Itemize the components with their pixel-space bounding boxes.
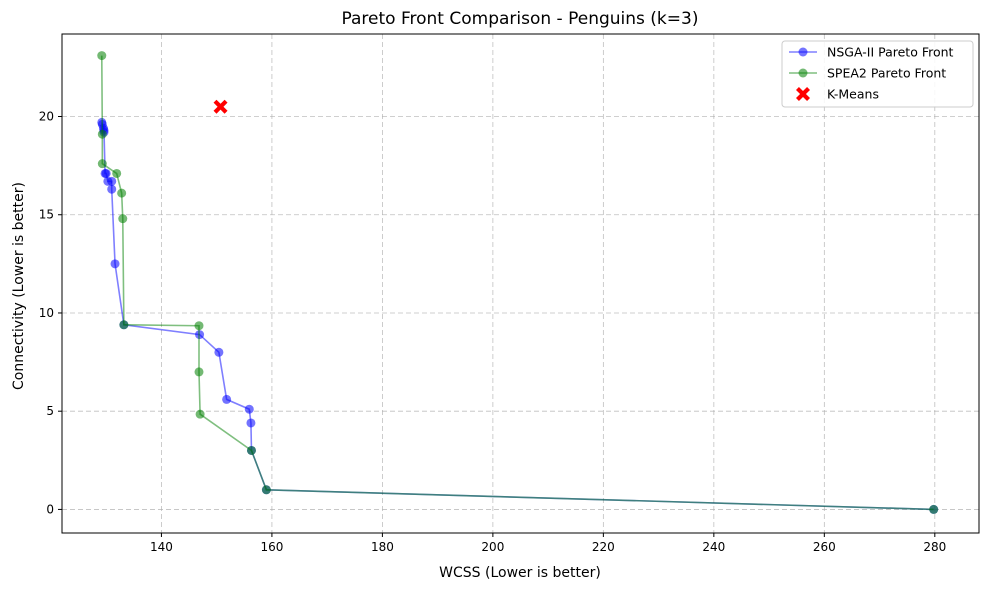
- series-point: [214, 347, 224, 357]
- series-point: [107, 176, 117, 186]
- series-point: [97, 159, 107, 169]
- legend-item: SPEA2 Pareto Front: [789, 66, 946, 81]
- series-point: [195, 409, 205, 419]
- series-point: [261, 485, 271, 495]
- legend-item: K-Means: [796, 87, 879, 102]
- series-point: [110, 259, 120, 269]
- plot-frame: [61, 33, 980, 534]
- series-point: [222, 394, 232, 404]
- legend-label: K-Means: [827, 87, 879, 102]
- series-point: [112, 168, 122, 178]
- legend-item: NSGA-II Pareto Front: [789, 45, 954, 60]
- x-tick-label: 240: [702, 540, 725, 554]
- x-tick-label: 200: [481, 540, 504, 554]
- series-point: [246, 445, 256, 455]
- legend-label: SPEA2 Pareto Front: [827, 66, 946, 81]
- chart-title: Pareto Front Comparison - Penguins (k=3): [342, 9, 699, 29]
- y-tick-label: 10: [39, 306, 54, 320]
- x-tick-label: 160: [260, 540, 283, 554]
- series-1: [97, 51, 939, 514]
- series-line: [101, 122, 934, 511]
- x-tick-label: 280: [923, 540, 946, 554]
- legend-marker: [796, 87, 810, 101]
- series-point: [101, 168, 111, 178]
- plot-area: [97, 51, 939, 514]
- legend-marker: [798, 47, 808, 57]
- y-tick-label: 0: [46, 502, 54, 516]
- series-2: [213, 99, 228, 114]
- series-point: [117, 188, 127, 198]
- series-point: [97, 129, 107, 139]
- x-axis-label: WCSS (Lower is better): [439, 565, 601, 581]
- y-tick-label: 15: [39, 208, 54, 222]
- y-tick-label: 5: [46, 404, 54, 418]
- legend: NSGA-II Pareto Front SPEA2 Pareto Front K-…: [781, 40, 974, 108]
- y-tick-label: 20: [39, 110, 54, 124]
- series-point: [244, 404, 254, 414]
- series-line: [100, 55, 934, 511]
- x-tick-label: 180: [371, 540, 394, 554]
- y-axis-label: Connectivity (Lower is better): [11, 182, 27, 390]
- series-point: [246, 418, 256, 428]
- series-point: [194, 367, 204, 377]
- series-0: [97, 117, 939, 514]
- series-point: [119, 320, 129, 330]
- axis-ticks: 140 160 180 200 220 240 260 280 0 5 10 15 20: [39, 110, 947, 554]
- legend-box: [781, 40, 974, 108]
- kmeans-point: [213, 99, 228, 114]
- legend-marker: [798, 68, 808, 78]
- series-point: [194, 321, 204, 331]
- x-tick-label: 220: [592, 540, 615, 554]
- series-point: [97, 51, 107, 61]
- grid: [62, 34, 979, 533]
- series-point: [107, 184, 117, 194]
- series-point: [929, 504, 939, 514]
- x-tick-label: 260: [813, 540, 836, 554]
- x-tick-label: 140: [150, 540, 173, 554]
- series-point: [118, 214, 128, 224]
- legend-label: NSGA-II Pareto Front: [827, 45, 954, 60]
